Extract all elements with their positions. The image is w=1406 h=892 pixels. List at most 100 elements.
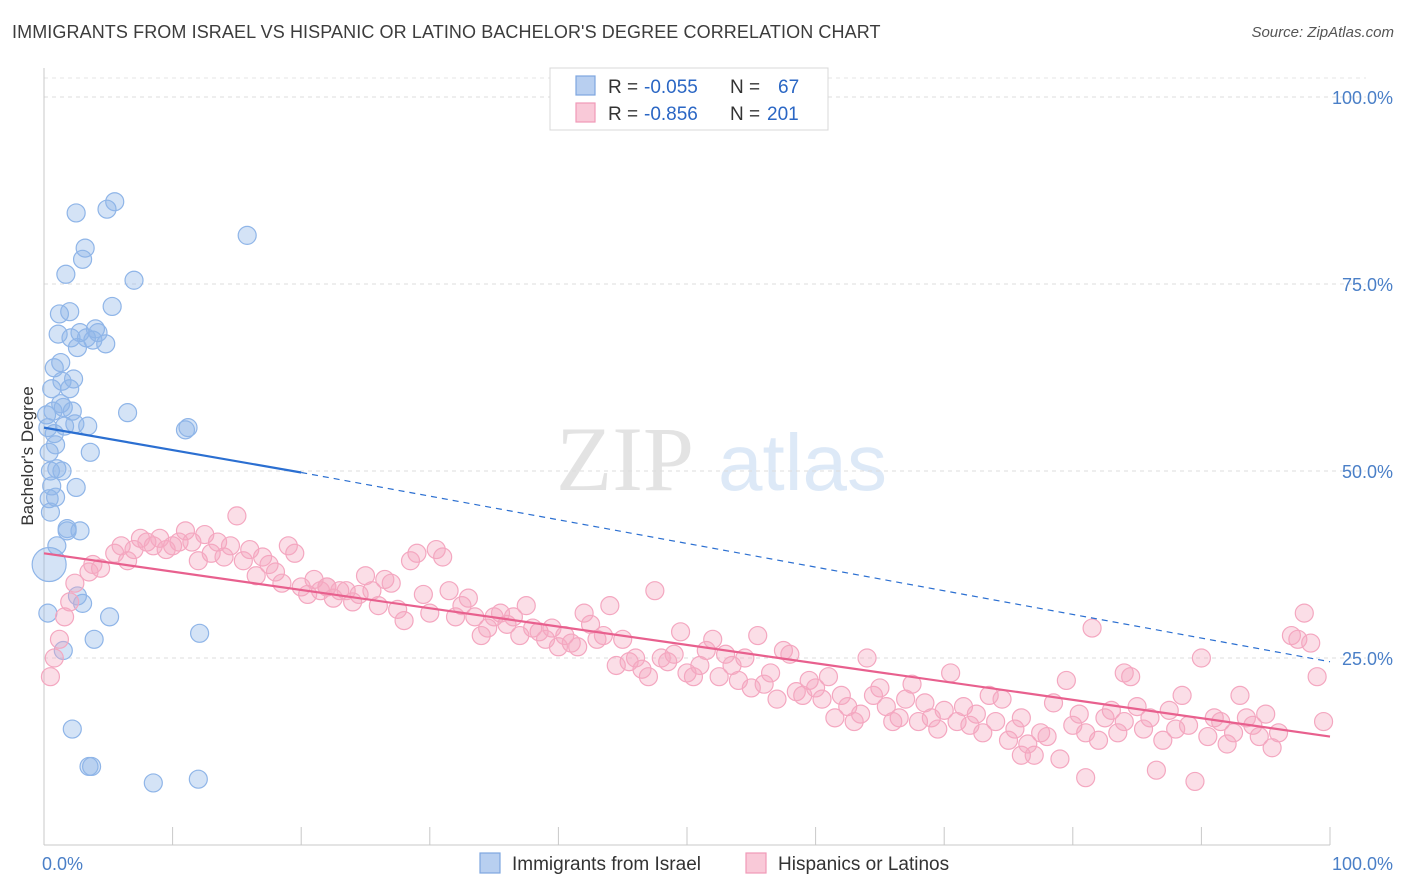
point-1-127 xyxy=(863,685,884,706)
point-1-108 xyxy=(741,678,761,698)
point-1-184 xyxy=(1230,685,1250,706)
point-1-190 xyxy=(1268,723,1289,743)
point-1-28 xyxy=(227,506,247,526)
point-1-121 xyxy=(825,708,845,728)
point-1-134 xyxy=(908,711,929,732)
point-0-66 xyxy=(38,603,58,623)
point-1-151 xyxy=(1018,734,1038,754)
point-1-195 xyxy=(1307,667,1327,687)
point-0-61 xyxy=(70,521,90,541)
point-0-32 xyxy=(66,203,86,223)
point-1-196 xyxy=(1313,711,1334,732)
y-tick-label-2: 75.0% xyxy=(1342,275,1393,295)
legend-swatch-israel xyxy=(575,75,596,96)
point-0-36 xyxy=(75,238,95,258)
point-1-109 xyxy=(748,625,768,646)
point-1-91 xyxy=(632,659,652,679)
point-1-185 xyxy=(1236,708,1257,728)
watermark-atlas: atlas xyxy=(718,418,887,507)
point-1-57 xyxy=(413,584,433,605)
point-1-159 xyxy=(1069,704,1089,724)
point-0-20 xyxy=(52,461,72,481)
point-1-26 xyxy=(214,547,234,567)
point-1-54 xyxy=(394,610,414,631)
point-1-176 xyxy=(1178,715,1199,735)
trend-line-israel-dashed xyxy=(301,471,1331,663)
point-1-124 xyxy=(844,711,864,732)
bottom-legend-label-israel: Immigrants from Israel xyxy=(512,854,701,875)
point-1-197 xyxy=(1114,663,1134,683)
point-0-35 xyxy=(72,249,93,269)
point-1-55 xyxy=(400,551,421,571)
point-0-50 xyxy=(99,607,120,627)
point-0-17 xyxy=(52,371,72,391)
point-1-143 xyxy=(966,704,986,724)
point-1-3 xyxy=(54,607,75,627)
point-0-57 xyxy=(143,773,163,793)
point-1-95 xyxy=(658,652,678,672)
bottom-legend-label-hispanic: Hispanics or Latinos xyxy=(778,854,949,875)
point-1-170 xyxy=(1140,708,1160,728)
point-1-173 xyxy=(1159,700,1179,720)
point-1-126 xyxy=(857,648,877,668)
point-1-61 xyxy=(439,581,459,601)
point-1-165 xyxy=(1108,723,1128,743)
point-1-66 xyxy=(471,625,491,646)
point-1-37 xyxy=(285,543,305,563)
point-1-149 xyxy=(1005,719,1025,739)
point-1-147 xyxy=(992,689,1012,709)
point-1-4 xyxy=(60,592,80,612)
point-1-31 xyxy=(246,566,266,586)
point-1-120 xyxy=(818,667,839,687)
point-0-16 xyxy=(51,352,71,373)
point-1-175 xyxy=(1172,685,1192,706)
point-1-150 xyxy=(1011,708,1031,728)
point-0-58 xyxy=(237,225,257,245)
point-1-81 xyxy=(568,637,588,657)
series-1 xyxy=(40,506,1334,792)
point-1-122 xyxy=(831,685,851,706)
legend-r-value-hispanic: -0.856 xyxy=(644,104,698,125)
point-0-51 xyxy=(117,403,138,423)
grid xyxy=(44,77,1366,659)
point-0-11 xyxy=(45,435,66,455)
point-0-2 xyxy=(39,442,59,462)
point-1-178 xyxy=(1191,648,1212,668)
legend-r-value-israel: -0.055 xyxy=(644,77,698,98)
point-1-174 xyxy=(1166,719,1186,739)
point-1-0 xyxy=(40,667,61,687)
point-1-119 xyxy=(812,689,832,709)
trend-layer xyxy=(43,426,1331,738)
point-1-177 xyxy=(1185,771,1205,792)
watermark: ZIP atlas xyxy=(556,408,887,510)
point-0-9 xyxy=(43,401,63,421)
chart-source: Source: ZipAtlas.com xyxy=(1251,24,1394,41)
point-1-88 xyxy=(613,629,633,649)
point-1-183 xyxy=(1223,723,1244,743)
trend-line-hispanic xyxy=(43,552,1331,738)
point-0-27 xyxy=(63,369,84,389)
point-1-1 xyxy=(44,648,64,668)
point-1-82 xyxy=(574,603,594,623)
point-1-97 xyxy=(670,622,691,642)
bottom-legend-swatch-israel xyxy=(479,852,501,874)
point-1-96 xyxy=(664,644,684,664)
point-1-24 xyxy=(201,543,221,563)
y-tick-label-3: 100.0% xyxy=(1332,88,1393,108)
top-legend: R = -0.055 N = 67 R = -0.856 N = 201 xyxy=(549,67,829,131)
point-0-54 xyxy=(178,418,198,438)
point-1-133 xyxy=(902,674,922,694)
point-0-62 xyxy=(47,536,67,556)
legend-r-label-israel: R = xyxy=(608,77,638,98)
legend-n-value-israel: 67 xyxy=(778,77,799,98)
point-1-128 xyxy=(870,678,890,698)
point-1-112 xyxy=(767,689,787,709)
point-0-49 xyxy=(105,192,125,212)
axes xyxy=(43,68,1331,846)
point-1-56 xyxy=(407,543,427,563)
point-1-63 xyxy=(452,596,472,616)
point-0-29 xyxy=(66,477,86,498)
bottom-legend-swatch-hispanic xyxy=(745,852,767,874)
point-1-93 xyxy=(645,581,665,601)
